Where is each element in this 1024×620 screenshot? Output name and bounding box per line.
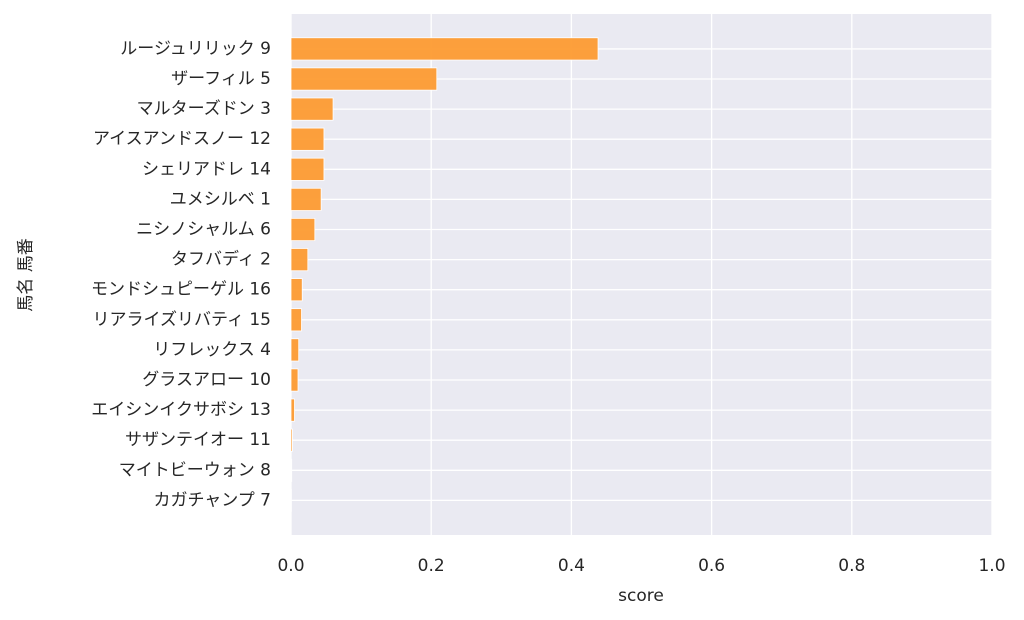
y-tick-label: ユメシルベ 1 bbox=[170, 189, 271, 209]
y-tick-label: タフバディ 2 bbox=[171, 249, 271, 270]
x-tick-label: 0.8 bbox=[838, 556, 865, 576]
bar bbox=[290, 67, 438, 91]
bar bbox=[290, 187, 322, 211]
bar bbox=[290, 398, 295, 422]
y-tick-label: グラスアロー 10 bbox=[142, 370, 271, 390]
bar bbox=[290, 308, 302, 332]
y-tick-label: リアライズリバティ 15 bbox=[92, 310, 271, 330]
bar bbox=[290, 127, 325, 151]
y-tick-label: モンドシュピーゲル 16 bbox=[91, 280, 271, 300]
bar bbox=[290, 97, 334, 121]
y-tick-label: エイシンイクサボシ 13 bbox=[91, 400, 271, 420]
y-tick-label: マルターズドン 3 bbox=[137, 99, 271, 119]
plot-area bbox=[291, 14, 992, 535]
x-axis-label: score bbox=[618, 586, 664, 606]
y-tick-label: ルージュリリック 9 bbox=[120, 39, 271, 59]
y-tick-label: ニシノシャルム 6 bbox=[136, 220, 271, 240]
bar bbox=[290, 428, 293, 452]
x-tick-label: 0.4 bbox=[558, 556, 585, 576]
bar bbox=[290, 157, 325, 181]
bar bbox=[290, 37, 599, 61]
bar bbox=[290, 368, 299, 392]
bar bbox=[290, 458, 293, 482]
x-tick-label: 0.2 bbox=[418, 556, 445, 576]
bar bbox=[290, 248, 309, 272]
y-tick-label: マイトビーウォン 8 bbox=[119, 460, 271, 480]
bar bbox=[290, 338, 300, 362]
x-tick-label: 0.6 bbox=[698, 556, 725, 576]
y-tick-label: カガチャンプ 7 bbox=[153, 490, 271, 510]
x-tick-label: 0.0 bbox=[277, 556, 304, 576]
y-tick-label: ザーフィル 5 bbox=[171, 69, 271, 89]
y-axis-label: 馬名 馬番 bbox=[16, 238, 36, 311]
y-tick-label: リフレックス 4 bbox=[153, 340, 271, 360]
bar bbox=[290, 217, 316, 242]
x-tick-label: 1.0 bbox=[978, 556, 1005, 576]
y-tick-label: シェリアドレ 14 bbox=[142, 159, 271, 179]
y-tick-label: アイスアンドスノー 12 bbox=[93, 129, 271, 149]
y-tick-label: サザンテイオー 11 bbox=[125, 430, 271, 450]
bar bbox=[290, 278, 303, 302]
